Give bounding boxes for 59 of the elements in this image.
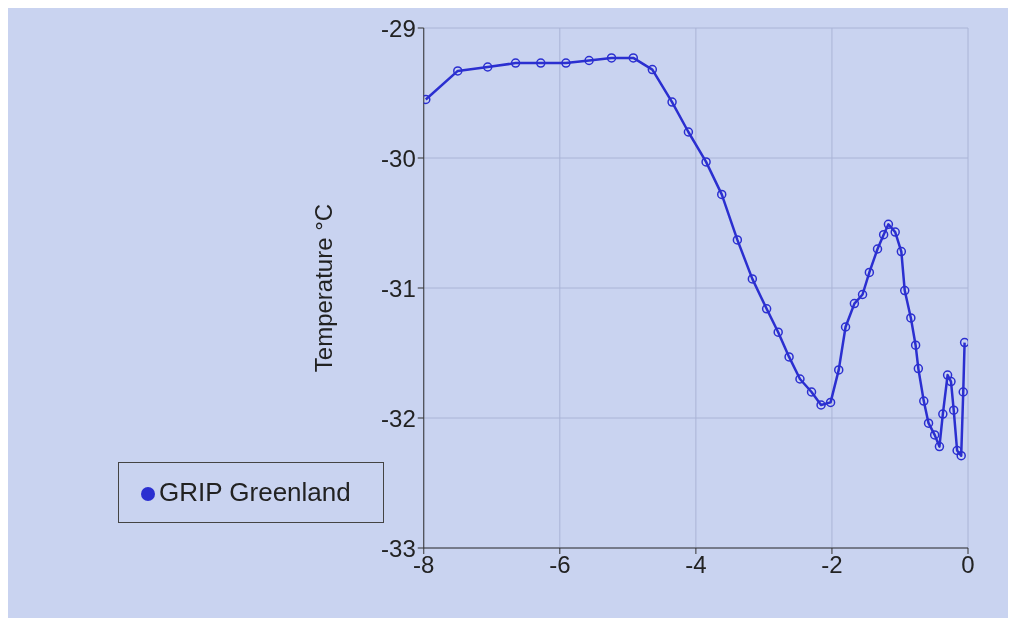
- point: [747, 274, 758, 284]
- point: [890, 227, 900, 237]
- point: [784, 352, 794, 362]
- x-tick-label: -6: [549, 551, 571, 579]
- y-tick-label: -32: [381, 404, 416, 432]
- legend-label: GRIP Greenland: [159, 477, 351, 507]
- point: [883, 219, 894, 230]
- point: [825, 397, 836, 408]
- point: [453, 66, 463, 76]
- point: [628, 53, 639, 63]
- point: [510, 58, 521, 68]
- y-axis-title: Temperature °C: [310, 203, 338, 373]
- point: [561, 58, 571, 68]
- point: [806, 387, 817, 397]
- point: [716, 189, 727, 200]
- point: [647, 64, 658, 75]
- point: [732, 235, 743, 245]
- point: [584, 55, 594, 66]
- point: [958, 387, 968, 397]
- x-tick-label: 0: [961, 551, 975, 579]
- point: [913, 363, 924, 374]
- point: [896, 246, 907, 257]
- point: [929, 430, 940, 440]
- point: [956, 450, 966, 461]
- point: [946, 376, 956, 387]
- point: [864, 267, 875, 278]
- point: [816, 400, 826, 410]
- point: [683, 127, 694, 137]
- point: [948, 405, 959, 415]
- point: [482, 62, 493, 72]
- x-tick-label: -2: [821, 551, 843, 579]
- point: [606, 53, 617, 63]
- point: [857, 289, 868, 300]
- point: [938, 409, 948, 419]
- point: [942, 370, 953, 380]
- point: [919, 396, 929, 406]
- x-tick-label: -4: [685, 551, 707, 579]
- point: [840, 322, 851, 332]
- point: [906, 313, 916, 323]
- point: [536, 58, 546, 68]
- point: [773, 327, 783, 337]
- point: [795, 374, 805, 384]
- point: [761, 304, 772, 314]
- point: [934, 441, 945, 452]
- point: [701, 157, 711, 167]
- point: [872, 244, 883, 254]
- point: [849, 298, 860, 309]
- point: [833, 365, 844, 375]
- point: [923, 418, 934, 428]
- point: [878, 229, 889, 240]
- point: [899, 285, 910, 296]
- point: [952, 445, 962, 456]
- y-tick-label: -29: [381, 14, 416, 42]
- point: [667, 97, 677, 107]
- point: [959, 337, 968, 348]
- y-tick-label: -30: [381, 144, 416, 172]
- y-tick-label: -31: [381, 274, 416, 302]
- point: [910, 340, 921, 350]
- y-tick-label: -33: [381, 534, 416, 562]
